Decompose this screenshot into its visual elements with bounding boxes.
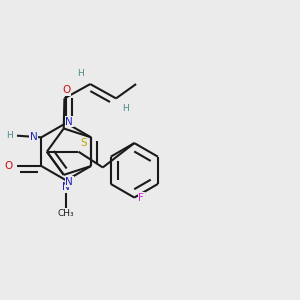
Text: N: N — [29, 132, 37, 142]
Text: O: O — [5, 161, 13, 171]
Text: H: H — [122, 104, 129, 113]
Text: H: H — [6, 131, 13, 140]
Text: N: N — [65, 117, 73, 127]
Text: CH₃: CH₃ — [58, 208, 74, 217]
Text: H: H — [77, 69, 84, 78]
Text: N: N — [62, 182, 70, 192]
Text: O: O — [62, 85, 70, 95]
Text: F: F — [138, 193, 144, 202]
Text: S: S — [80, 138, 87, 148]
Text: N: N — [65, 177, 73, 187]
